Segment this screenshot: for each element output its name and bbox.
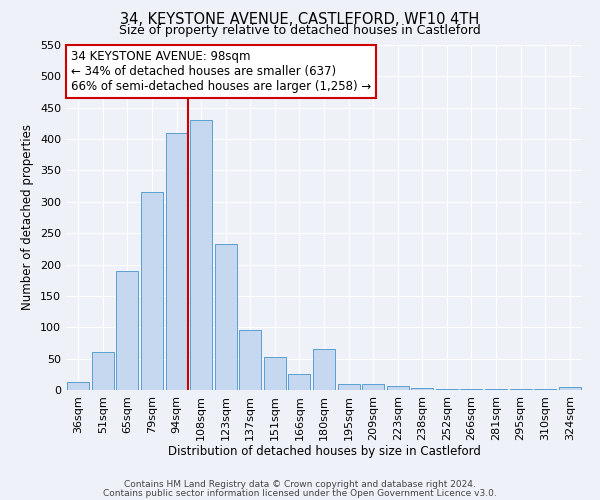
Y-axis label: Number of detached properties: Number of detached properties <box>22 124 34 310</box>
Bar <box>67 382 89 390</box>
Bar <box>338 384 359 390</box>
Bar <box>289 374 310 390</box>
Bar <box>411 388 433 390</box>
Bar <box>166 133 188 390</box>
Bar <box>559 388 581 390</box>
Bar <box>436 388 458 390</box>
Bar <box>215 244 237 390</box>
Bar <box>92 352 114 390</box>
X-axis label: Distribution of detached houses by size in Castleford: Distribution of detached houses by size … <box>167 446 481 458</box>
Bar <box>362 384 384 390</box>
Text: 34 KEYSTONE AVENUE: 98sqm
← 34% of detached houses are smaller (637)
66% of semi: 34 KEYSTONE AVENUE: 98sqm ← 34% of detac… <box>71 50 371 93</box>
Text: Contains public sector information licensed under the Open Government Licence v3: Contains public sector information licen… <box>103 489 497 498</box>
Bar <box>264 357 286 390</box>
Text: 34, KEYSTONE AVENUE, CASTLEFORD, WF10 4TH: 34, KEYSTONE AVENUE, CASTLEFORD, WF10 4T… <box>121 12 479 28</box>
Bar <box>239 330 262 390</box>
Bar <box>313 349 335 390</box>
Bar <box>141 192 163 390</box>
Bar <box>386 386 409 390</box>
Bar <box>190 120 212 390</box>
Bar <box>116 271 139 390</box>
Text: Contains HM Land Registry data © Crown copyright and database right 2024.: Contains HM Land Registry data © Crown c… <box>124 480 476 489</box>
Text: Size of property relative to detached houses in Castleford: Size of property relative to detached ho… <box>119 24 481 37</box>
